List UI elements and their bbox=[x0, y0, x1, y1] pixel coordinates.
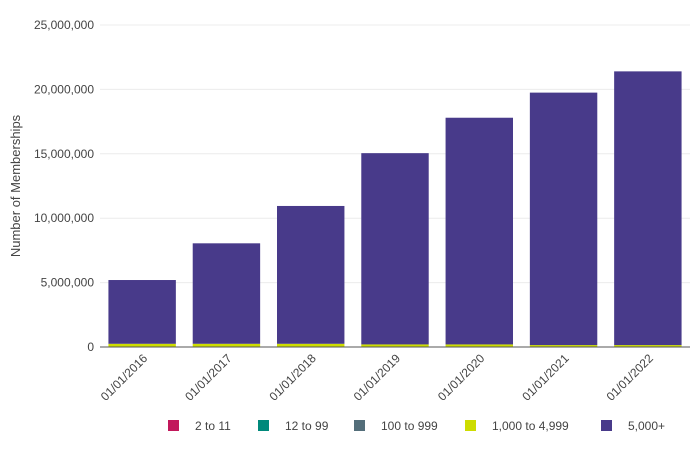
bar-segment bbox=[108, 343, 176, 347]
bar-segment bbox=[445, 117, 513, 345]
x-tick-label: 01/01/2018 bbox=[266, 351, 319, 404]
x-tick-label: 01/01/2017 bbox=[182, 351, 235, 404]
legend-item[interactable]: 2 to 11 bbox=[168, 419, 231, 433]
bar-segment bbox=[614, 345, 682, 347]
bar-segment bbox=[192, 243, 261, 344]
bar-segment bbox=[192, 343, 261, 347]
legend-swatch bbox=[258, 420, 269, 431]
x-tick-label: 01/01/2021 bbox=[519, 351, 572, 404]
bar-segment bbox=[529, 345, 598, 347]
legend-label: 2 to 11 bbox=[195, 419, 231, 433]
legend-label: 12 to 99 bbox=[285, 419, 329, 433]
y-tick-label: 25,000,000 bbox=[34, 18, 94, 32]
y-tick-label: 0 bbox=[87, 340, 94, 354]
legend-swatch bbox=[168, 420, 179, 431]
bar-segment bbox=[277, 205, 345, 344]
legend-item[interactable]: 5,000+ bbox=[601, 419, 665, 433]
y-axis-title: Number of Memberships bbox=[8, 114, 23, 257]
bar-segment bbox=[445, 344, 513, 347]
bar-segment bbox=[614, 71, 682, 346]
y-tick-label: 5,000,000 bbox=[41, 276, 95, 290]
bars bbox=[108, 71, 682, 347]
x-tick-label: 01/01/2020 bbox=[435, 351, 488, 404]
bar-segment bbox=[361, 153, 429, 345]
legend-item[interactable]: 12 to 99 bbox=[258, 419, 329, 433]
bar-segment bbox=[529, 92, 598, 346]
x-tick-label: 01/01/2022 bbox=[604, 351, 657, 404]
legend-swatch bbox=[601, 420, 612, 431]
legend-label: 1,000 to 4,999 bbox=[492, 419, 569, 433]
legend-swatch bbox=[465, 420, 476, 431]
legend-item[interactable]: 1,000 to 4,999 bbox=[465, 419, 569, 433]
legend: 2 to 11 12 to 99 100 to 999 1,000 to 4,999 5… bbox=[168, 419, 665, 433]
x-tick-label: 01/01/2016 bbox=[98, 351, 151, 404]
y-tick-label: 10,000,000 bbox=[34, 211, 94, 225]
legend-swatch bbox=[354, 420, 365, 431]
x-tick-label: 01/01/2019 bbox=[351, 351, 404, 404]
bar-segment bbox=[108, 280, 176, 344]
legend-item[interactable]: 100 to 999 bbox=[354, 419, 438, 433]
bar-segment bbox=[277, 343, 345, 347]
legend-label: 5,000+ bbox=[628, 419, 665, 433]
y-tick-label: 20,000,000 bbox=[34, 82, 94, 96]
bar-segment bbox=[361, 344, 429, 347]
y-tick-label: 15,000,000 bbox=[34, 147, 94, 161]
legend-label: 100 to 999 bbox=[381, 419, 438, 433]
